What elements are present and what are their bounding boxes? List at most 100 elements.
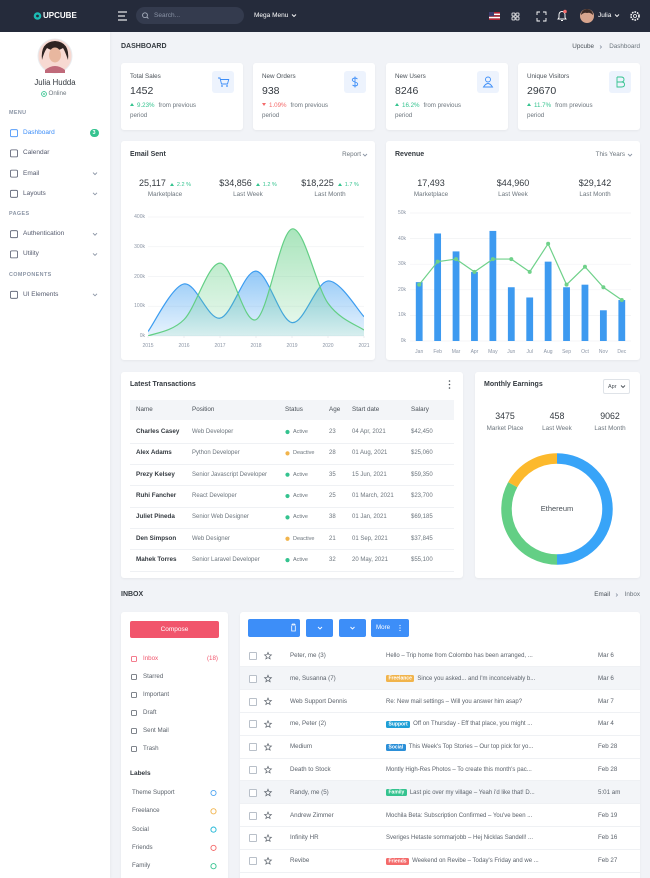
breadcrumb-current: Dashboard [609,43,640,50]
mail-checkbox[interactable] [249,811,257,820]
x-tick-label: 2016 [178,343,190,349]
search-box[interactable] [136,7,244,24]
toolbar-button[interactable] [339,619,366,637]
menu-section-title: PAGES [9,211,30,217]
y-tick-label: 50k [397,210,406,216]
chart-stat: $34,856 1.2 % [188,176,308,188]
card-title: Email Sent [130,151,166,158]
card-menu[interactable]: This Years [595,151,625,158]
card-dropdown[interactable] [603,379,630,394]
toolbar-button[interactable] [371,619,409,637]
y-tick-label: 30k [397,261,406,268]
chart-stat-change-wrap: 2.2 % [169,182,191,188]
stat-icon-box [212,71,234,93]
label-item[interactable]: Theme Support [132,789,175,796]
toolbar-button[interactable] [248,619,300,637]
mail-date: Feb 16 [598,834,618,842]
chart-stat-label: Marketplace [147,191,183,198]
stat-label: New Users [395,73,426,80]
revenue-card [386,141,640,360]
mail-checkbox[interactable] [249,697,257,706]
breadcrumb-current: Inbox [624,591,640,598]
breadcrumb-link[interactable]: Email [594,591,610,598]
earnings-stat-value: 458 [549,411,565,421]
mail-row[interactable] [240,645,640,668]
mega-menu[interactable]: Mega Menu [254,12,289,19]
labels-title: Labels [130,770,151,777]
mail-subject-wrap: Hello – Trip home from Colombo has been … [386,650,549,662]
menu-item[interactable] [0,245,110,263]
y-tick-label: 40k [397,235,406,242]
mail-checkbox[interactable] [249,857,257,866]
mail-checkbox[interactable] [249,788,257,797]
label-item[interactable]: Social [132,825,149,833]
folder-label: Inbox [143,655,159,662]
status-text: Active [293,429,308,435]
mail-row[interactable] [240,690,640,713]
mail-from: me, Susanna (7) [290,674,336,682]
trend-arrow [395,103,399,107]
mail-checkbox[interactable] [249,743,257,752]
table-cell: Senior Laravel Developer [192,557,260,564]
chart-stat: $29,142 [535,176,650,188]
stat-change-note: from previous period [262,102,329,119]
earnings-card [475,372,640,578]
mail-row[interactable] [240,850,640,873]
mail-subject: Off on Thursday - Eff that place, you mi… [413,721,533,728]
toolbar-button[interactable] [306,619,333,637]
mail-row[interactable] [240,759,640,782]
mail-row[interactable] [240,804,640,827]
compose-button[interactable] [130,621,219,638]
chart-stat-change-wrap: 1.2 % [255,182,277,188]
label-item[interactable]: Friends [132,843,153,851]
mail-checkbox[interactable] [249,652,257,660]
menu-section-title: MENU [9,110,27,116]
mail-from: Death to Stock [290,766,331,773]
mail-checkbox[interactable] [249,766,257,774]
mail-row[interactable] [240,667,640,691]
mail-checkbox[interactable] [249,834,257,843]
employee-name: Prezy Kelsey [136,470,175,478]
folder-label: Starred [143,673,164,680]
label-item[interactable]: Family [132,862,151,870]
status-text: Active [293,514,308,521]
chart-stat: 25,117 2.2 % [105,176,225,188]
stat-icon-box [477,71,499,93]
stat-icon-box [609,71,631,93]
label-item[interactable]: Freelance [132,807,160,815]
brand: UPCUBE [43,11,77,20]
menu-item[interactable] [0,165,110,183]
table-cell: 35 [329,471,336,478]
x-tick-label: Sep [562,349,571,355]
chart-stat-label: Last Week [498,191,528,198]
y-tick-label: 200k [134,273,145,280]
mail-row[interactable] [240,781,640,805]
mail-date: Feb 28 [598,766,618,773]
mail-checkbox[interactable] [249,720,257,729]
employee-name: Den Simpson [136,534,177,542]
mail-from: Medium [290,743,313,751]
mail-subject-wrap: Friends Weekend on Revibe – Today's Frida… [386,855,549,867]
breadcrumb-link[interactable]: Upcube [572,43,594,50]
mail-subject: This Week's Top Stories – Our top pick f… [408,744,534,751]
card-menu: Apr [608,383,617,390]
mail-row[interactable] [240,827,640,850]
mail-row[interactable] [240,736,640,759]
table-header-cell: Status [285,406,303,413]
mail-from: Infinity HR [290,834,319,842]
employee-name: Alex Adams [136,449,172,457]
card-title: Revenue [395,151,425,158]
topbar-user[interactable]: Julia [598,12,612,19]
mail-row[interactable] [240,713,640,736]
trend-arrow [255,182,260,186]
mail-checkbox[interactable] [249,674,257,683]
x-tick-label: 2020 [322,343,334,349]
menu-item[interactable] [0,144,110,162]
status-text: Active [293,493,308,500]
mail-date: Mar 7 [598,697,614,705]
x-tick-label: Jul [526,349,533,355]
menu-label: Utility [23,250,39,258]
table-row-divider [130,463,454,465]
card-menu[interactable]: Report [342,151,361,158]
table-row-divider [130,527,454,529]
